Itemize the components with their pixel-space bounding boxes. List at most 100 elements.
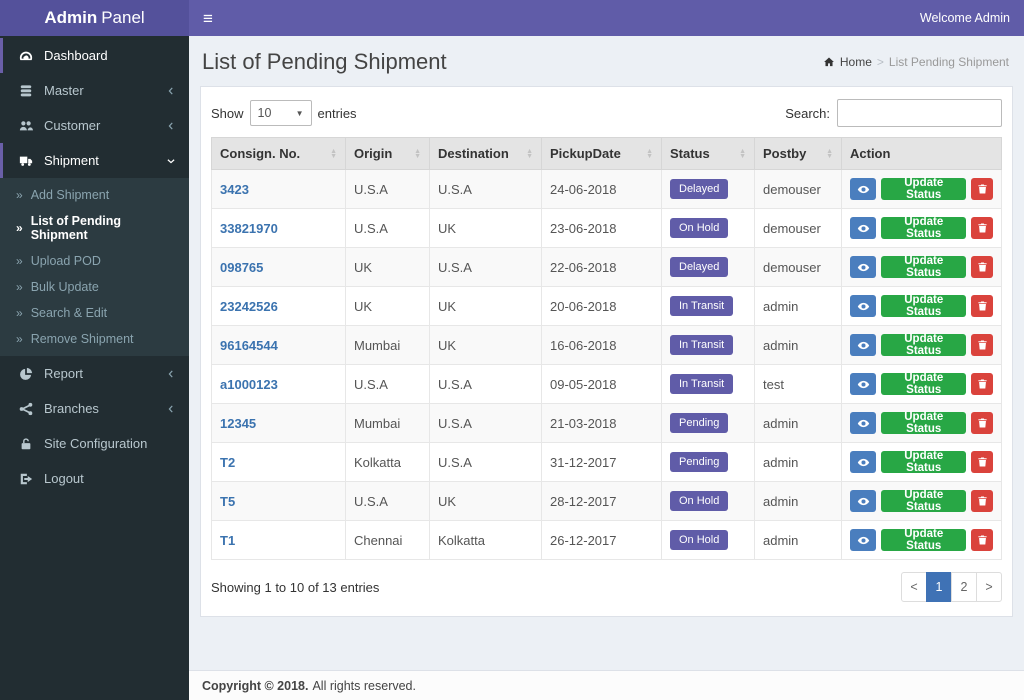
update-status-button[interactable]: Update Status xyxy=(881,294,967,318)
column-header-label: Postby xyxy=(763,146,807,161)
column-header-consign-no[interactable]: Consign. No. ▲ ▼ xyxy=(211,137,346,170)
consign-cell: 12345 xyxy=(211,403,346,443)
status-cell: On Hold xyxy=(661,208,755,248)
sidebar-item-dashboard[interactable]: Dashboard xyxy=(0,38,189,73)
delete-button[interactable] xyxy=(971,295,993,317)
consign-link[interactable]: 23242526 xyxy=(220,298,278,314)
delete-button[interactable] xyxy=(971,256,993,278)
sidebar: Dashboard Master Customer xyxy=(0,36,189,700)
delete-button[interactable] xyxy=(971,529,993,551)
consign-cell: T5 xyxy=(211,481,346,521)
sidebar-item-shipment[interactable]: Shipment xyxy=(0,143,189,178)
sign-out-icon xyxy=(16,472,36,486)
delete-button[interactable] xyxy=(971,490,993,512)
page-length-select[interactable]: 10 ▼ xyxy=(249,100,312,126)
sort-icon[interactable]: ▲ ▼ xyxy=(330,147,337,160)
update-status-button[interactable]: Update Status xyxy=(881,255,967,279)
table-footer: Showing 1 to 10 of 13 entries < 1 2 > xyxy=(211,560,1002,606)
consign-link[interactable]: a1000123 xyxy=(220,376,278,392)
sidebar-item-customer[interactable]: Customer xyxy=(0,108,189,143)
brand-logo[interactable]: Admin Panel xyxy=(0,0,189,36)
search-input[interactable] xyxy=(837,99,1002,127)
column-header-origin[interactable]: Origin ▲ ▼ xyxy=(345,137,430,170)
view-button[interactable] xyxy=(850,490,877,512)
sort-icon[interactable]: ▲ ▼ xyxy=(739,147,746,160)
pickupdate-cell: 28-12-2017 xyxy=(541,481,662,521)
status-badge: In Transit xyxy=(670,296,734,316)
pagination-page-1-button[interactable]: 1 xyxy=(926,572,952,602)
sidebar-item-report[interactable]: Report xyxy=(0,356,189,391)
angle-double-right-icon: » xyxy=(16,254,23,268)
sidebar-item-logout[interactable]: Logout xyxy=(0,461,189,496)
topbar: Admin Panel ≡ Welcome Admin xyxy=(0,0,1024,36)
consign-link[interactable]: 098765 xyxy=(220,259,264,275)
column-header-postby[interactable]: Postby ▲ ▼ xyxy=(754,137,842,170)
update-status-button[interactable]: Update Status xyxy=(881,450,967,474)
consign-link[interactable]: 12345 xyxy=(220,415,257,431)
view-button[interactable] xyxy=(850,529,877,551)
update-status-button[interactable]: Update Status xyxy=(881,216,967,240)
breadcrumb-home[interactable]: Home xyxy=(839,55,872,69)
sort-icon[interactable]: ▲ ▼ xyxy=(826,147,833,160)
consign-link[interactable]: 33821970 xyxy=(220,220,278,236)
consign-link[interactable]: T2 xyxy=(220,454,236,470)
sidebar-toggle-icon[interactable]: ≡ xyxy=(203,8,213,28)
submenu-item-label: Search & Edit xyxy=(30,306,108,320)
delete-button[interactable] xyxy=(971,373,993,395)
status-badge: Pending xyxy=(670,452,729,472)
chevron-down-icon xyxy=(166,156,176,166)
view-button[interactable] xyxy=(850,217,877,239)
sidebar-item-site-configuration[interactable]: Site Configuration xyxy=(0,426,189,461)
update-status-button[interactable]: Update Status xyxy=(881,372,967,396)
delete-button[interactable] xyxy=(971,334,993,356)
pagination-page-2-button[interactable]: 2 xyxy=(951,572,977,602)
submenu-item-list-pending-shipment[interactable]: » List of Pending Shipment xyxy=(0,208,189,248)
origin-cell: UK xyxy=(345,286,430,326)
delete-button[interactable] xyxy=(971,451,993,473)
submenu-item-label: Bulk Update xyxy=(30,280,99,294)
submenu-item-bulk-update[interactable]: » Bulk Update xyxy=(0,274,189,300)
view-button[interactable] xyxy=(850,451,877,473)
column-header-pickupdate[interactable]: PickupDate ▲ ▼ xyxy=(541,137,662,170)
origin-cell: UK xyxy=(345,247,430,287)
view-button[interactable] xyxy=(850,256,877,278)
page-length-control: Show 10 ▼ entries xyxy=(211,100,357,126)
consign-link[interactable]: 96164544 xyxy=(220,337,278,353)
pagination-next-button[interactable]: > xyxy=(976,572,1002,602)
update-status-button[interactable]: Update Status xyxy=(881,528,967,552)
view-button[interactable] xyxy=(850,373,877,395)
column-header-destination[interactable]: Destination ▲ ▼ xyxy=(429,137,542,170)
postby-cell: admin xyxy=(754,442,842,482)
sort-icon[interactable]: ▲ ▼ xyxy=(526,147,533,160)
update-status-button[interactable]: Update Status xyxy=(881,177,967,201)
postby-cell: admin xyxy=(754,286,842,326)
update-status-button[interactable]: Update Status xyxy=(881,489,967,513)
view-button[interactable] xyxy=(850,412,877,434)
view-button[interactable] xyxy=(850,295,877,317)
update-status-button[interactable]: Update Status xyxy=(881,411,967,435)
consign-link[interactable]: 3423 xyxy=(220,181,249,197)
sort-icon[interactable]: ▲ ▼ xyxy=(414,147,421,160)
delete-button[interactable] xyxy=(971,178,993,200)
submenu-item-add-shipment[interactable]: » Add Shipment xyxy=(0,182,189,208)
consign-link[interactable]: T5 xyxy=(220,493,236,509)
eye-icon xyxy=(857,534,870,547)
update-status-button[interactable]: Update Status xyxy=(881,333,967,357)
delete-button[interactable] xyxy=(971,217,993,239)
status-cell: Pending xyxy=(661,403,755,443)
delete-button[interactable] xyxy=(971,412,993,434)
submenu-item-upload-pod[interactable]: » Upload POD xyxy=(0,248,189,274)
trash-icon xyxy=(977,300,988,312)
copyright-rest: All rights reserved. xyxy=(312,678,416,693)
sidebar-item-branches[interactable]: Branches xyxy=(0,391,189,426)
consign-link[interactable]: T1 xyxy=(220,532,236,548)
submenu-item-remove-shipment[interactable]: » Remove Shipment xyxy=(0,326,189,352)
view-button[interactable] xyxy=(850,334,877,356)
pagination-prev-button[interactable]: < xyxy=(901,572,927,602)
column-header-status[interactable]: Status ▲ ▼ xyxy=(661,137,755,170)
view-button[interactable] xyxy=(850,178,877,200)
sidebar-item-master[interactable]: Master xyxy=(0,73,189,108)
sort-icon[interactable]: ▲ ▼ xyxy=(646,147,653,160)
submenu-item-search-edit[interactable]: » Search & Edit xyxy=(0,300,189,326)
